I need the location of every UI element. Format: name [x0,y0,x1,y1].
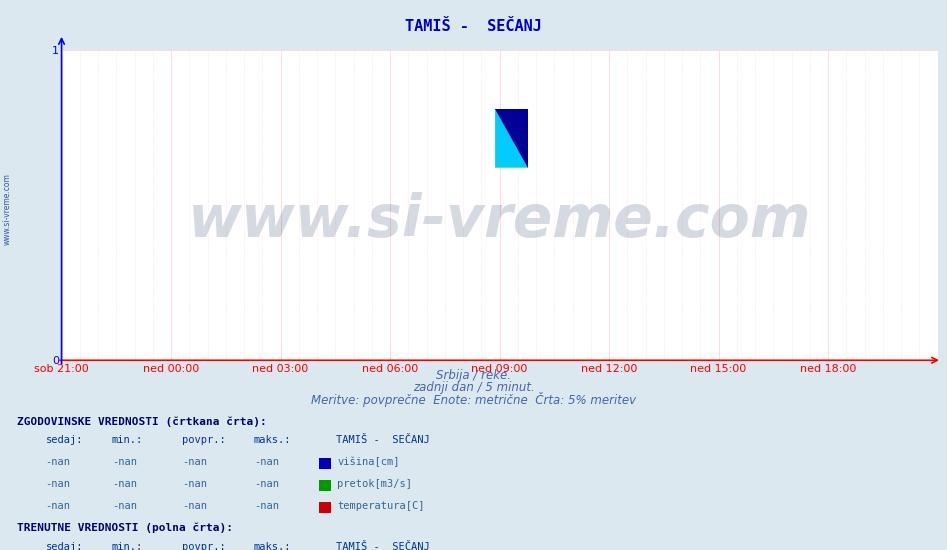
Text: -nan: -nan [45,457,70,467]
Text: -nan: -nan [112,501,136,512]
Text: temperatura[C]: temperatura[C] [337,501,424,512]
Text: -nan: -nan [45,479,70,490]
Text: www.si-vreme.com: www.si-vreme.com [188,192,812,249]
Text: pretok[m3/s]: pretok[m3/s] [337,479,412,490]
Text: ZGODOVINSKE VREDNOSTI (črtkana črta):: ZGODOVINSKE VREDNOSTI (črtkana črta): [17,416,267,427]
Text: -nan: -nan [182,457,206,467]
Text: min.:: min.: [112,435,143,446]
Text: TAMIŠ -  SEČANJ: TAMIŠ - SEČANJ [405,19,542,34]
Polygon shape [495,108,528,168]
Text: -nan: -nan [254,457,278,467]
Text: -nan: -nan [112,457,136,467]
Bar [495,108,528,168]
Text: -nan: -nan [45,501,70,512]
Text: -nan: -nan [254,501,278,512]
Text: TAMIŠ -  SEČANJ: TAMIŠ - SEČANJ [336,435,430,446]
Text: min.:: min.: [112,542,143,550]
Text: višina[cm]: višina[cm] [337,457,400,467]
Text: sedaj:: sedaj: [45,542,83,550]
Text: Srbija / reke.: Srbija / reke. [436,368,511,382]
Text: zadnji dan / 5 minut.: zadnji dan / 5 minut. [413,381,534,394]
Text: -nan: -nan [254,479,278,490]
Polygon shape [495,108,528,168]
Text: Meritve: povprečne  Enote: metrične  Črta: 5% meritev: Meritve: povprečne Enote: metrične Črta:… [311,392,636,407]
Text: TAMIŠ -  SEČANJ: TAMIŠ - SEČANJ [336,542,430,550]
Text: www.si-vreme.com: www.si-vreme.com [3,173,12,245]
Text: povpr.:: povpr.: [182,435,225,446]
Text: maks.:: maks.: [254,435,292,446]
Text: -nan: -nan [112,479,136,490]
Text: -nan: -nan [182,501,206,512]
Text: povpr.:: povpr.: [182,542,225,550]
Text: TRENUTNE VREDNOSTI (polna črta):: TRENUTNE VREDNOSTI (polna črta): [17,523,233,534]
Text: -nan: -nan [182,479,206,490]
Text: sedaj:: sedaj: [45,435,83,446]
Text: maks.:: maks.: [254,542,292,550]
